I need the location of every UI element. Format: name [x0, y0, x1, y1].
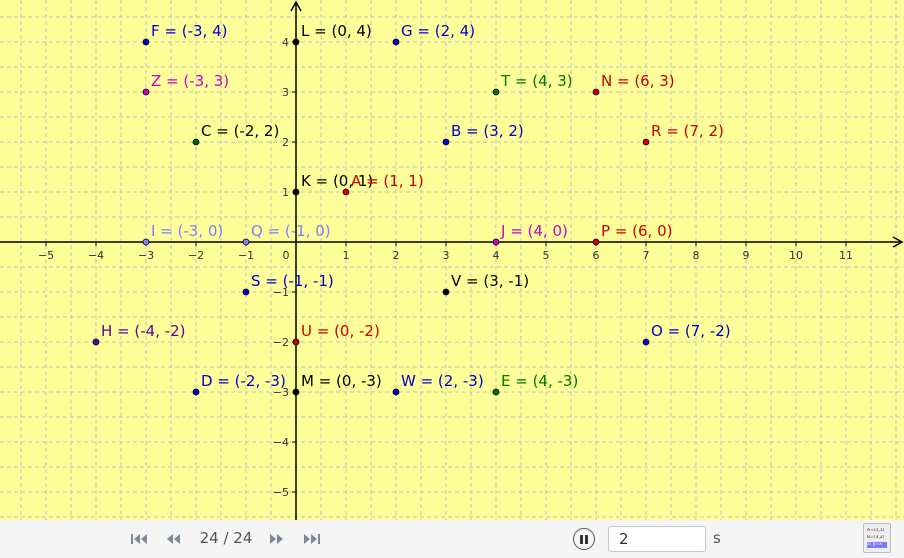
point-label-t: T = (4, 3) — [500, 72, 573, 90]
point-label-l: L = (0, 4) — [301, 22, 372, 40]
point-k[interactable] — [293, 189, 299, 195]
x-tick-label: 6 — [593, 249, 600, 262]
algebra-row: B=(3,2) — [867, 535, 887, 541]
x-tick-label: −5 — [38, 249, 54, 262]
point-label-d: D = (-2, -3) — [201, 372, 286, 390]
point-b[interactable] — [443, 139, 449, 145]
skip-to-end-icon[interactable] — [301, 531, 323, 547]
point-w[interactable] — [393, 389, 399, 395]
algebra-row: a: y=x — [867, 542, 887, 548]
point-e[interactable] — [493, 389, 499, 395]
point-label-z: Z = (-3, 3) — [151, 72, 229, 90]
y-tick-label: −2 — [273, 336, 289, 349]
point-a[interactable] — [343, 189, 349, 195]
point-q[interactable] — [243, 239, 249, 245]
speed-unit-label: s — [713, 529, 721, 547]
point-label-n: N = (6, 3) — [601, 72, 675, 90]
x-tick-label: 0 — [283, 249, 290, 262]
point-label-f: F = (-3, 4) — [151, 22, 227, 40]
animation-toolbar: 24 / 24 s — [0, 520, 904, 558]
skip-to-start-icon[interactable] — [128, 531, 150, 547]
point-label-v: V = (3, -1) — [451, 272, 529, 290]
x-tick-label: 2 — [393, 249, 400, 262]
y-tick-label: 4 — [282, 36, 289, 49]
x-tick-label: 7 — [643, 249, 650, 262]
point-u[interactable] — [293, 339, 299, 345]
point-label-u: U = (0, -2) — [301, 322, 380, 340]
x-tick-label: 1 — [343, 249, 350, 262]
x-tick-label: 9 — [743, 249, 750, 262]
y-tick-label: 2 — [282, 136, 289, 149]
point-f[interactable] — [143, 39, 149, 45]
x-tick-label: 3 — [443, 249, 450, 262]
graphics-view[interactable]: −5 −4 −3 −2 −1 0 1 2 3 4 5 6 7 8 9 10 11 4 3 2 1 −1 −2 −3 −4 −5 F … — [0, 0, 904, 520]
x-tick-label: 4 — [493, 249, 500, 262]
pause-icon-bar — [580, 535, 583, 544]
point-label-s: S = (-1, -1) — [251, 272, 334, 290]
point-o[interactable] — [643, 339, 649, 345]
point-label-o: O = (7, -2) — [651, 322, 731, 340]
point-label-g: G = (2, 4) — [401, 22, 475, 40]
point-l[interactable] — [293, 39, 299, 45]
x-tick-label: −1 — [238, 249, 254, 262]
y-tick-label: −5 — [273, 486, 289, 499]
y-tick-label: 1 — [282, 186, 289, 199]
x-tick-label: −2 — [188, 249, 204, 262]
point-r[interactable] — [643, 139, 649, 145]
point-label-h: H = (-4, -2) — [101, 322, 186, 340]
point-label-a: A = (1, 1) — [351, 172, 424, 190]
point-h[interactable] — [93, 339, 99, 345]
pause-button[interactable] — [573, 528, 595, 550]
point-z[interactable] — [143, 89, 149, 95]
point-label-q: Q = (-1, 0) — [251, 222, 331, 240]
algebra-view-icon[interactable]: A=(1,1) B=(3,2) a: y=x — [863, 523, 891, 553]
point-t[interactable] — [493, 89, 499, 95]
y-tick-label: −4 — [273, 436, 289, 449]
pause-icon-bar — [585, 535, 588, 544]
speed-input[interactable] — [608, 526, 706, 552]
point-n[interactable] — [593, 89, 599, 95]
x-tick-label: −3 — [138, 249, 154, 262]
point-v[interactable] — [443, 289, 449, 295]
coordinate-plane[interactable]: −5 −4 −3 −2 −1 0 1 2 3 4 5 6 7 8 9 10 114321−1−2−3−4−5F … — [0, 0, 904, 520]
point-label-j: J = (4, 0) — [500, 222, 568, 240]
point-i[interactable] — [143, 239, 149, 245]
x-tick-label: 11 — [839, 249, 853, 262]
point-label-r: R = (7, 2) — [651, 122, 724, 140]
point-m[interactable] — [293, 389, 299, 395]
point-label-w: W = (2, -3) — [401, 372, 484, 390]
point-c[interactable] — [193, 139, 199, 145]
point-d[interactable] — [193, 389, 199, 395]
point-label-c: C = (-2, 2) — [201, 122, 279, 140]
x-tick-label: 8 — [693, 249, 700, 262]
step-forward-icon[interactable] — [266, 531, 288, 547]
step-back-icon[interactable] — [162, 531, 184, 547]
x-tick-label: 10 — [789, 249, 803, 262]
x-tick-label: −4 — [88, 249, 104, 262]
step-counter: 24 / 24 — [196, 529, 256, 547]
point-j[interactable] — [493, 239, 499, 245]
x-tick-label: 5 — [543, 249, 550, 262]
point-label-i: I = (-3, 0) — [151, 222, 223, 240]
y-tick-label: 3 — [282, 86, 289, 99]
point-s[interactable] — [243, 289, 249, 295]
point-label-p: P = (6, 0) — [601, 222, 672, 240]
algebra-row: A=(1,1) — [867, 528, 887, 534]
point-label-b: B = (3, 2) — [451, 122, 524, 140]
point-label-m: M = (0, -3) — [301, 372, 382, 390]
point-p[interactable] — [593, 239, 599, 245]
point-g[interactable] — [393, 39, 399, 45]
point-label-e: E = (4, -3) — [501, 372, 578, 390]
